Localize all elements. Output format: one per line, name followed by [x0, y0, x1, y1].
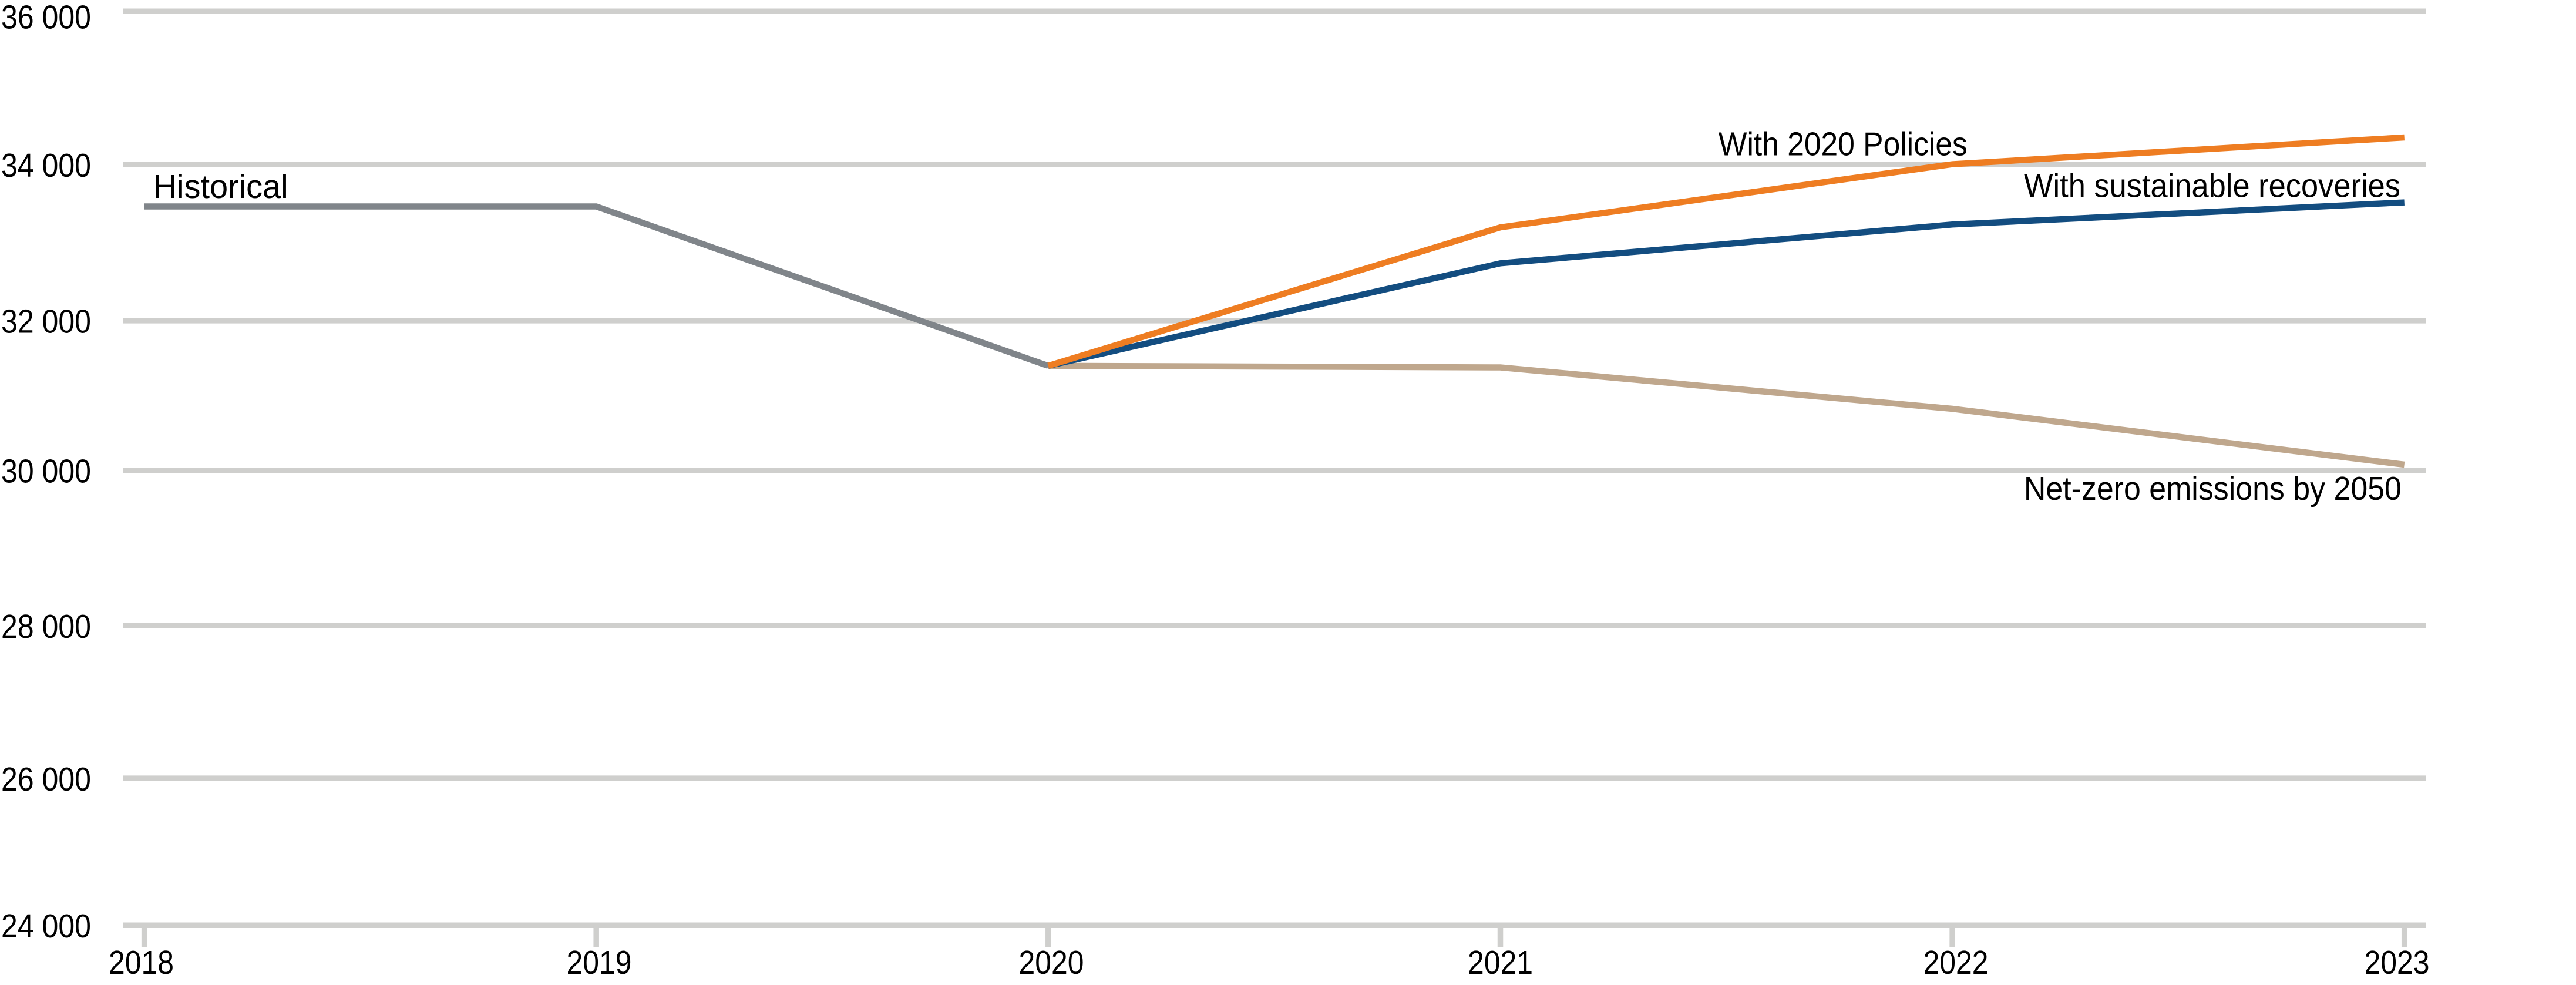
svg-text:26 000: 26 000 [1, 761, 91, 798]
svg-text:Historical: Historical [153, 168, 288, 206]
svg-text:2023: 2023 [2365, 944, 2430, 981]
svg-text:2020: 2020 [1019, 944, 1084, 981]
svg-text:28 000: 28 000 [1, 608, 91, 646]
svg-text:2019: 2019 [567, 944, 632, 981]
svg-text:With sustainable recoveries: With sustainable recoveries [2024, 167, 2400, 205]
svg-text:30 000: 30 000 [1, 453, 91, 490]
svg-text:With 2020 Policies: With 2020 Policies [1719, 125, 1968, 163]
svg-text:34 000: 34 000 [1, 147, 91, 184]
svg-text:2021: 2021 [1468, 944, 1533, 981]
svg-text:24 000: 24 000 [1, 907, 91, 945]
svg-text:2022: 2022 [1923, 944, 1989, 981]
svg-text:36 000: 36 000 [1, 0, 91, 36]
svg-text:2018: 2018 [109, 944, 174, 981]
svg-text:Net-zero emissions by 2050: Net-zero emissions by 2050 [2024, 470, 2402, 507]
svg-text:32 000: 32 000 [1, 303, 91, 341]
